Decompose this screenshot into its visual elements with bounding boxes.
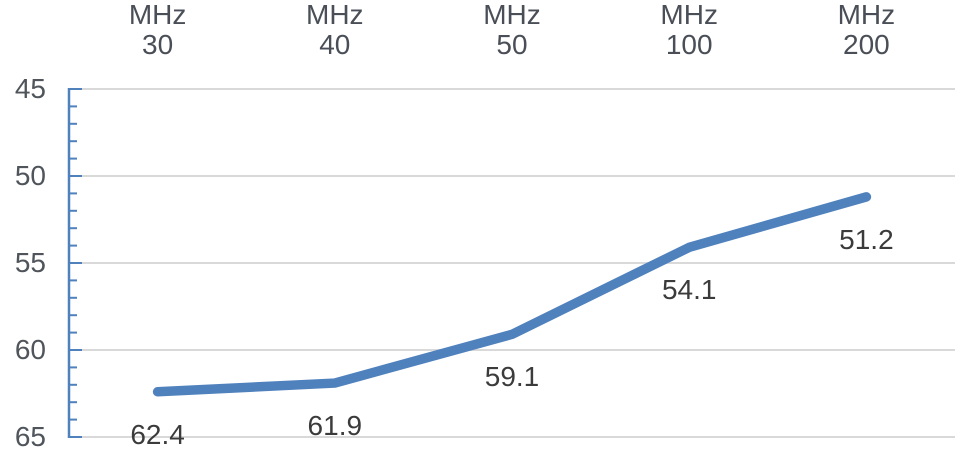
data-label-mhz-50: 59.1 xyxy=(484,361,540,393)
series-line xyxy=(152,192,872,397)
x-category-label-mhz-40: MHz 40 xyxy=(306,0,364,60)
x-category-label-mhz-100: MHz 100 xyxy=(660,0,718,60)
y-tick-label-60: 60 xyxy=(14,334,46,365)
y-tick-label-45: 45 xyxy=(14,73,46,104)
x-category-label-mhz-200: MHz 200 xyxy=(837,0,896,60)
y-tick-label-50: 50 xyxy=(14,160,46,191)
data-label-mhz-30: 62.4 xyxy=(130,418,185,450)
x-category-label-mhz-50: MHz 50 xyxy=(483,0,541,60)
data-label-mhz-200: 51.2 xyxy=(839,223,894,255)
x-category-label-mhz-30: MHz 30 xyxy=(128,0,187,60)
data-label-mhz-40: 61.9 xyxy=(307,410,363,442)
y-tick-label-55: 55 xyxy=(14,247,46,278)
y-tick-label-65: 65 xyxy=(14,421,46,452)
data-label-mhz-100: 54.1 xyxy=(661,274,717,306)
